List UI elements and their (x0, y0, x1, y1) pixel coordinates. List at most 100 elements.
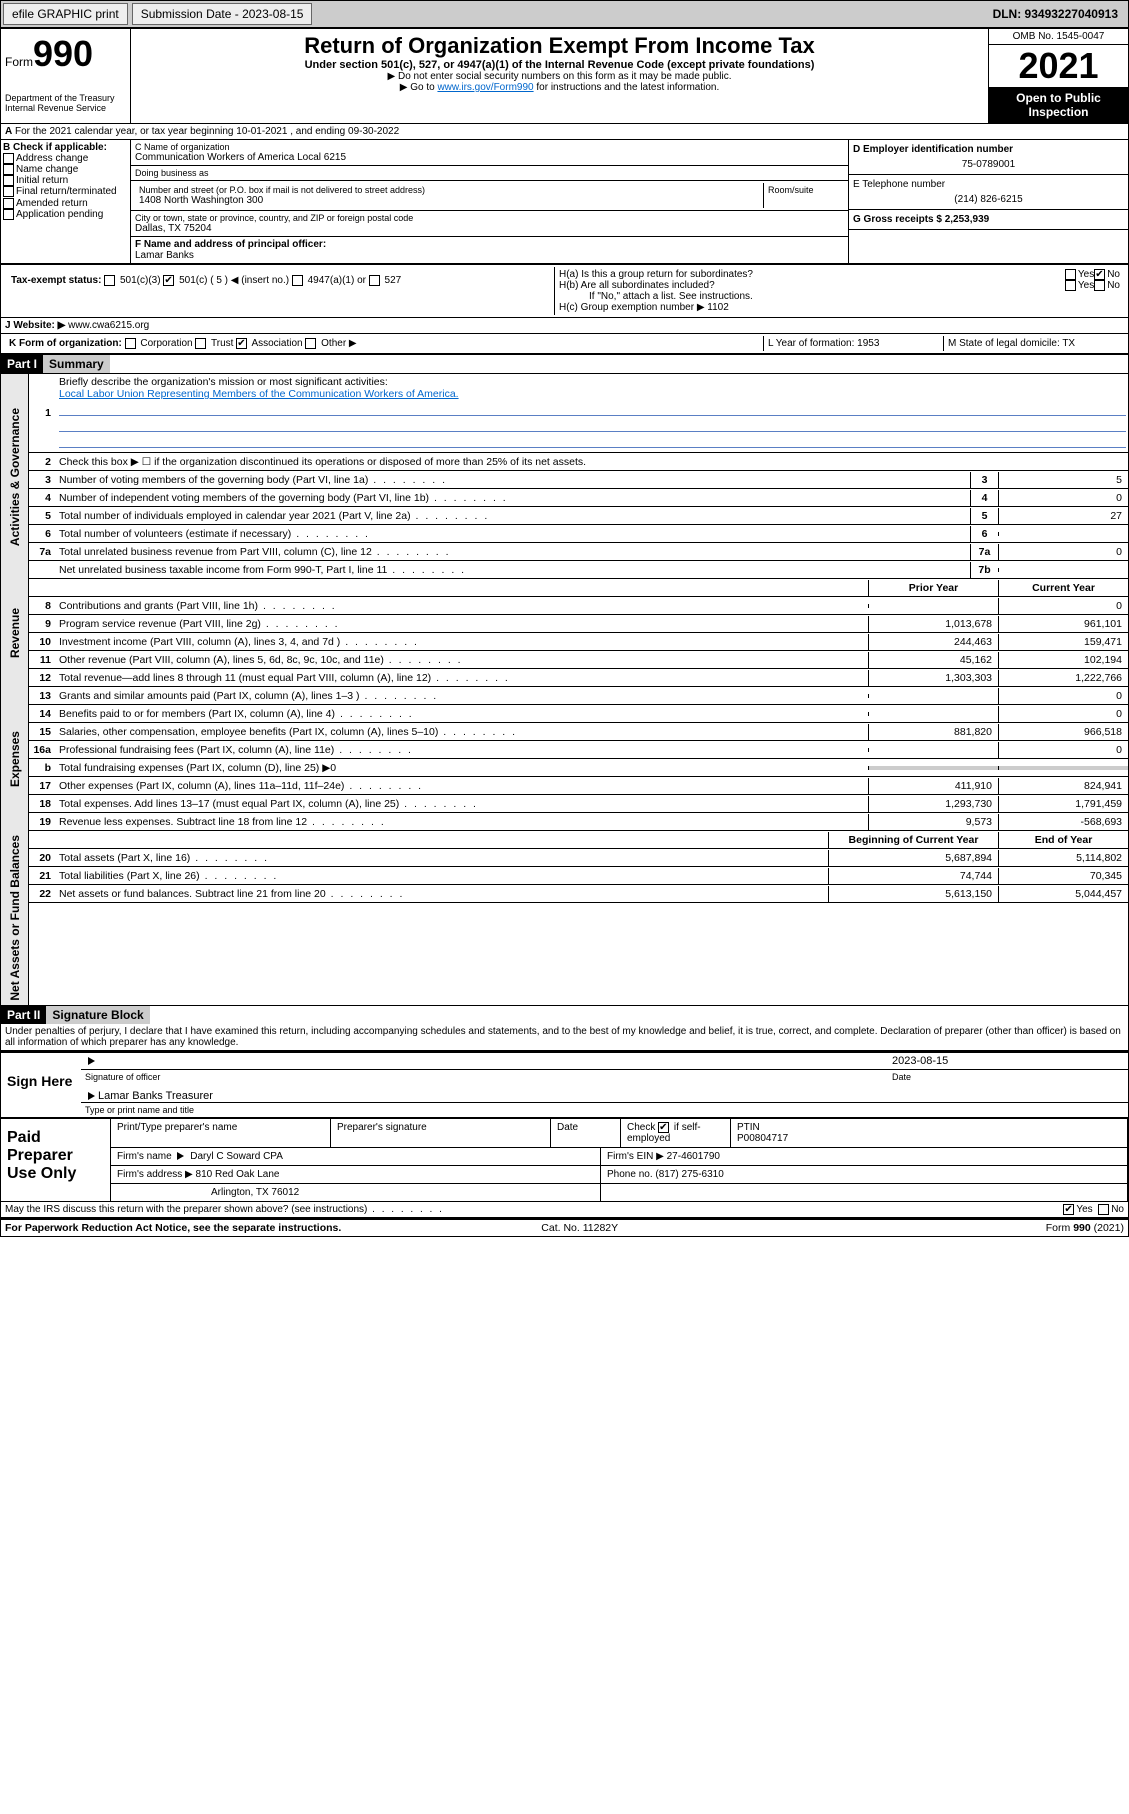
paid-h2: Preparer's signature (331, 1119, 551, 1147)
vcol-gov: Activities & Governance (1, 374, 29, 579)
website-label: J Website: ▶ (5, 320, 65, 331)
paid-h1: Print/Type preparer's name (111, 1119, 331, 1147)
hdr-end: End of Year (998, 832, 1128, 848)
discuss-no[interactable] (1098, 1204, 1109, 1215)
chk-pending[interactable]: Application pending (3, 209, 128, 220)
form-container: Form990 Department of the Treasury Inter… (0, 28, 1129, 1237)
sign-section: Sign Here 2023-08-15 Signature of office… (1, 1051, 1128, 1117)
col-right-info: D Employer identification number 75-0789… (848, 140, 1128, 263)
firm-label: Firm's name (117, 1151, 172, 1162)
note-link: ▶ Go to www.irs.gov/Form990 for instruct… (135, 82, 984, 93)
tax-exempt-label: Tax-exempt status: (11, 275, 101, 286)
exp-section: Expenses 13Grants and similar amounts pa… (1, 687, 1128, 831)
net-section: Net Assets or Fund Balances Beginning of… (1, 831, 1128, 1005)
table-row: 3Number of voting members of the governi… (29, 471, 1128, 489)
pra-notice: For Paperwork Reduction Act Notice, see … (5, 1222, 341, 1234)
note-post: for instructions and the latest informat… (534, 82, 720, 93)
chk-4947[interactable] (292, 275, 303, 286)
addr-label: Number and street (or P.O. box if mail i… (139, 185, 759, 195)
row-dba: Doing business as (131, 166, 848, 181)
vcol-net: Net Assets or Fund Balances (1, 831, 29, 1005)
name-type-label: Type or print name and title (81, 1102, 1128, 1117)
net-header: Beginning of Current Year End of Year (29, 831, 1128, 849)
hb-no[interactable] (1094, 280, 1105, 291)
rev-header: Prior Year Current Year (29, 579, 1128, 597)
city-label: City or town, state or province, country… (135, 213, 844, 223)
k-corp[interactable] (125, 338, 136, 349)
chk-initial[interactable]: Initial return (3, 175, 128, 186)
form-header: Form990 Department of the Treasury Inter… (1, 29, 1128, 124)
hb-yes[interactable] (1065, 280, 1076, 291)
paid-addr2-row: Arlington, TX 76012 (111, 1184, 1128, 1201)
k-label: K Form of organization: (9, 338, 122, 349)
section-identity: B Check if applicable: Address change Na… (1, 140, 1128, 264)
row-city: City or town, state or province, country… (131, 211, 848, 237)
d-label: D Employer identification number (853, 144, 1124, 155)
table-row: bTotal fundraising expenses (Part IX, co… (29, 759, 1128, 777)
hb-label: H(b) Are all subordinates included? (559, 280, 1065, 291)
note-pre: ▶ Go to (400, 82, 438, 93)
e-label: E Telephone number (853, 179, 1124, 190)
q1-answer[interactable]: Local Labor Union Representing Members o… (59, 388, 459, 400)
chk-501c3[interactable] (104, 275, 115, 286)
ha-yes[interactable] (1065, 269, 1076, 280)
irs-link[interactable]: www.irs.gov/Form990 (437, 82, 533, 93)
firm-name: Daryl C Soward CPA (190, 1151, 283, 1162)
discuss-row: May the IRS discuss this return with the… (1, 1201, 1128, 1218)
dept-label: Department of the Treasury Internal Reve… (5, 93, 126, 113)
hdr-beg: Beginning of Current Year (828, 832, 998, 848)
q1-label: Briefly describe the organization's miss… (59, 376, 388, 388)
hc-label: H(c) Group exemption number ▶ 1102 (559, 302, 1120, 313)
chk-amended[interactable]: Amended return (3, 198, 128, 209)
arrow-icon-3 (177, 1152, 184, 1160)
sig-officer-label: Signature of officer (81, 1070, 888, 1084)
part2-title: Signature Block (46, 1006, 149, 1024)
opt-501c3: 501(c)(3) (120, 275, 161, 286)
form-number: 990 (33, 33, 93, 74)
k-trust[interactable] (195, 338, 206, 349)
vlabel-gov: Activities & Governance (6, 404, 24, 550)
k-assoc[interactable] (236, 338, 247, 349)
form-title: Return of Organization Exempt From Incom… (135, 33, 984, 59)
vlabel-exp: Expenses (6, 727, 24, 791)
org-address: 1408 North Washington 300 (139, 195, 759, 206)
cell-phone: E Telephone number (214) 826-6215 (849, 175, 1128, 210)
h-section: H(a) Is this a group return for subordin… (555, 267, 1124, 315)
row-address: Number and street (or P.O. box if mail i… (131, 181, 848, 211)
rev-section: Revenue Prior Year Current Year 8Contrib… (1, 579, 1128, 687)
opt-527: 527 (385, 275, 402, 286)
chk-final[interactable]: Final return/terminated (3, 186, 128, 197)
submission-date-button[interactable]: Submission Date - 2023-08-15 (132, 3, 313, 25)
q2-label: Check this box ▶ ☐ if the organization d… (57, 454, 1128, 470)
table-row: 9Program service revenue (Part VIII, lin… (29, 615, 1128, 633)
tax-exempt-row: Tax-exempt status: 501(c)(3) 501(c) ( 5 … (9, 269, 550, 292)
part1-header: Part I Summary (1, 354, 1128, 373)
ein-value: 75-0789001 (853, 155, 1124, 170)
ha-label: H(a) Is this a group return for subordin… (559, 269, 1065, 280)
chk-name[interactable]: Name change (3, 164, 128, 175)
line-1: 1 Briefly describe the organization's mi… (29, 374, 1128, 453)
efile-button[interactable]: efile GRAPHIC print (3, 3, 128, 25)
omb-number: OMB No. 1545-0047 (989, 29, 1128, 45)
exp-content: 13Grants and similar amounts paid (Part … (29, 687, 1128, 831)
hdr-prior: Prior Year (868, 580, 998, 596)
firm-addr1: 810 Red Oak Lane (196, 1169, 280, 1180)
k-other[interactable] (305, 338, 316, 349)
row-h-group: Tax-exempt status: 501(c)(3) 501(c) ( 5 … (1, 264, 1128, 318)
paid-title: Paid Preparer Use Only (1, 1119, 111, 1201)
chk-address[interactable]: Address change (3, 153, 128, 164)
phone-value: (214) 826-6215 (853, 190, 1124, 205)
chk-501c[interactable] (163, 275, 174, 286)
chk-527[interactable] (369, 275, 380, 286)
table-row: 6Total number of volunteers (estimate if… (29, 525, 1128, 543)
net-content: Beginning of Current Year End of Year 20… (29, 831, 1128, 1005)
open-public-badge: Open to Public Inspection (989, 87, 1128, 123)
form-id-box: Form990 Department of the Treasury Inter… (1, 29, 131, 123)
no-3: No (1111, 1204, 1124, 1215)
ha-no[interactable] (1094, 269, 1105, 280)
table-row: 11Other revenue (Part VIII, column (A), … (29, 651, 1128, 669)
chk-self-employed[interactable] (658, 1122, 669, 1133)
discuss-yes[interactable] (1063, 1204, 1074, 1215)
line-2: 2Check this box ▶ ☐ if the organization … (29, 453, 1128, 471)
part2-tag: Part II (1, 1006, 46, 1024)
